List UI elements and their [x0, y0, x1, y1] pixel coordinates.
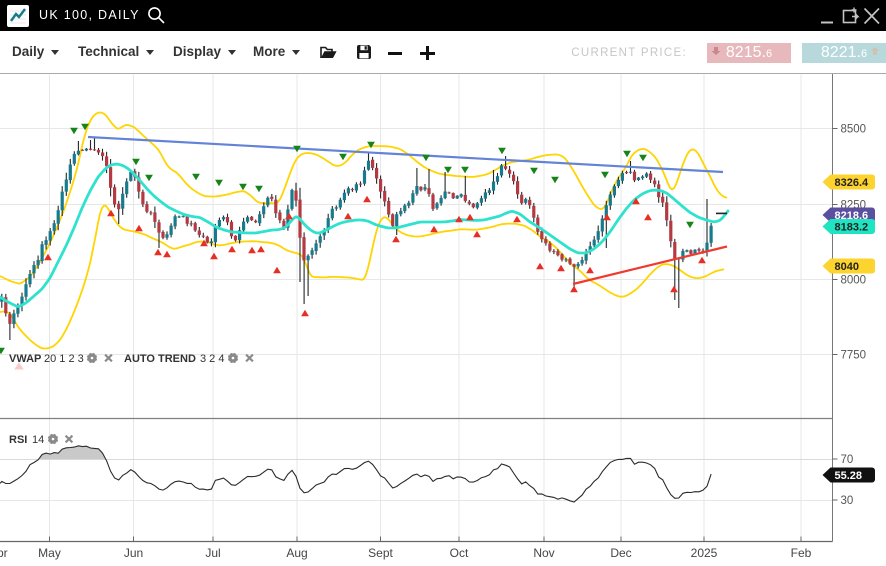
svg-text:2025: 2025: [691, 546, 718, 560]
svg-text:20 1 2 3: 20 1 2 3: [44, 353, 84, 365]
svg-text:AUTO TREND: AUTO TREND: [124, 353, 196, 365]
svg-text:pr: pr: [0, 546, 8, 560]
svg-text:Jun: Jun: [124, 546, 143, 560]
svg-text:8500: 8500: [841, 124, 867, 136]
svg-text:Jul: Jul: [205, 546, 220, 560]
svg-text:May: May: [38, 546, 61, 560]
svg-text:Feb: Feb: [791, 546, 812, 560]
svg-text:55.28: 55.28: [835, 470, 863, 482]
svg-text:Aug: Aug: [286, 546, 307, 560]
svg-text:14: 14: [32, 434, 44, 446]
svg-text:8040: 8040: [835, 261, 859, 273]
svg-text:8326.4: 8326.4: [835, 177, 870, 189]
svg-text:8183.2: 8183.2: [835, 222, 869, 234]
svg-text:Dec: Dec: [610, 546, 631, 560]
svg-text:70: 70: [841, 454, 854, 466]
svg-text:Sept: Sept: [368, 546, 393, 560]
svg-text:VWAP: VWAP: [9, 353, 41, 365]
svg-text:8000: 8000: [841, 275, 867, 287]
svg-text:7750: 7750: [841, 350, 867, 362]
svg-text:Nov: Nov: [533, 546, 554, 560]
svg-text:3 2 4: 3 2 4: [200, 353, 224, 365]
svg-text:30: 30: [841, 495, 854, 507]
svg-text:Oct: Oct: [450, 546, 469, 560]
svg-text:RSI: RSI: [9, 434, 27, 446]
